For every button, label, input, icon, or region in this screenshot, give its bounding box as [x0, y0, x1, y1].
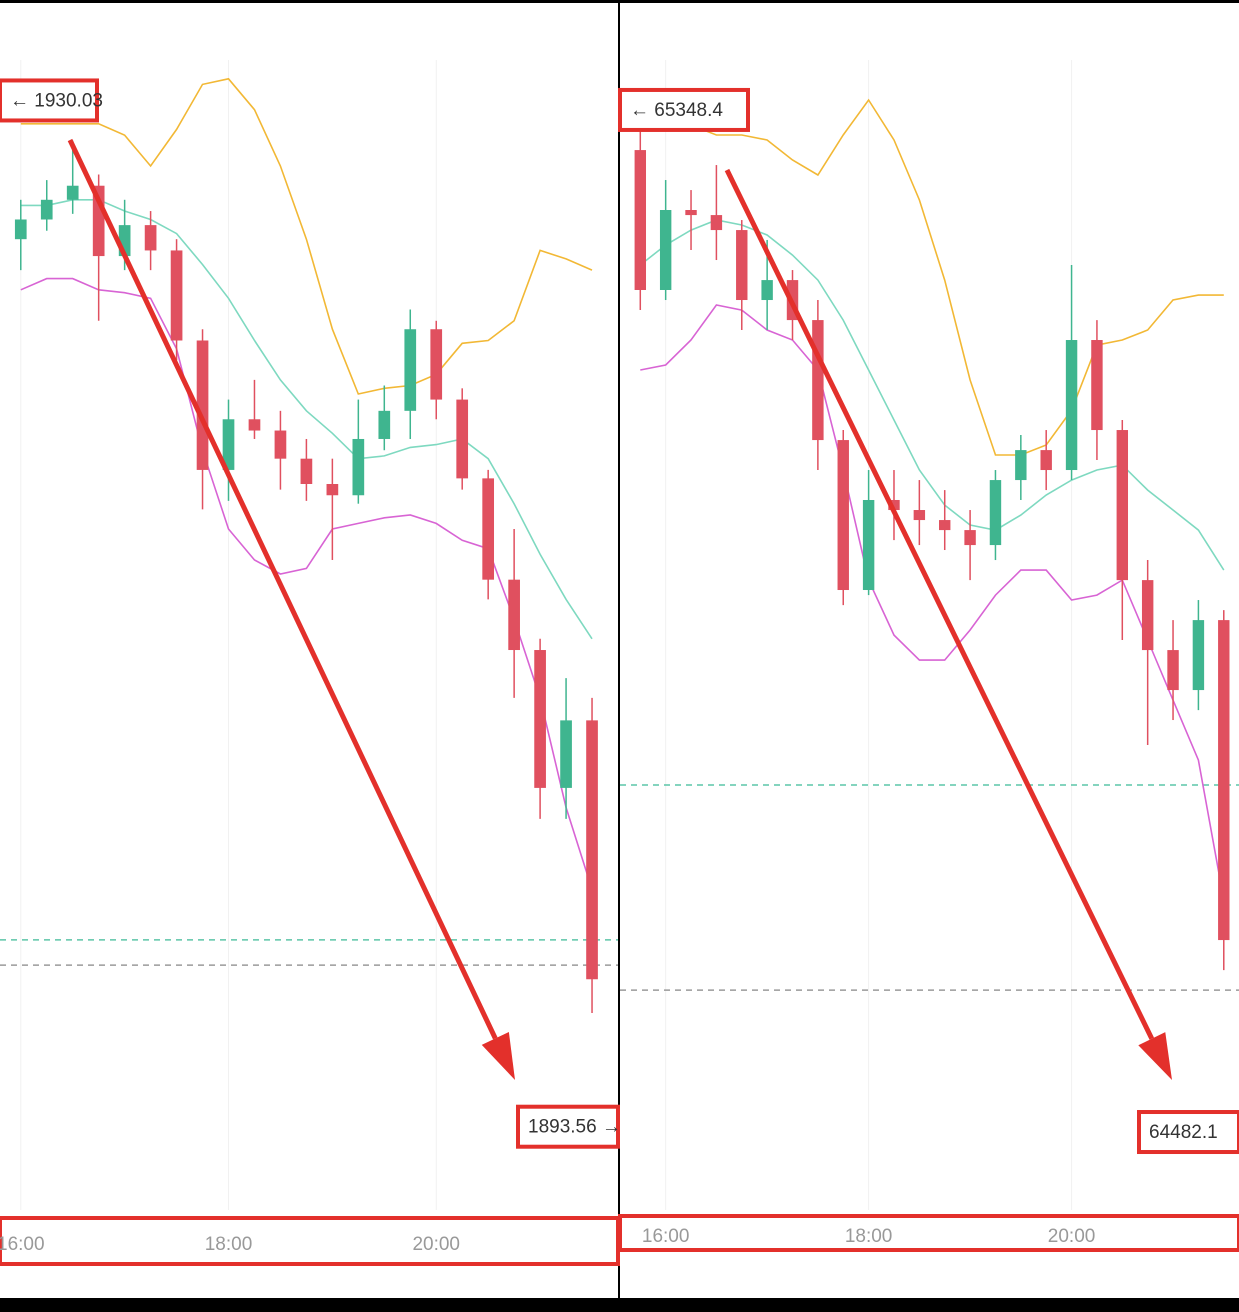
trend-arrow-head — [481, 1032, 515, 1080]
time-axis-highlight — [618, 1214, 1239, 1252]
candle-body — [352, 438, 365, 496]
candle-body — [1167, 650, 1179, 691]
band-line — [20, 277, 593, 890]
trend-arrow-shaft — [724, 168, 1155, 1040]
candle-body — [1116, 430, 1129, 581]
candle-body — [964, 530, 976, 546]
trend-arrow-head — [1138, 1032, 1172, 1080]
candle-body — [634, 150, 647, 290]
x-tick-label: 20:00 — [1048, 1226, 1096, 1247]
candle-body — [888, 499, 900, 511]
right-panel — [620, 3, 1239, 1298]
x-tick-label: 18:00 — [205, 1234, 253, 1255]
candle-body — [736, 230, 748, 301]
candle-body — [170, 250, 183, 341]
price-label: 64482.1 — [1149, 1122, 1218, 1143]
candle-body — [1015, 450, 1027, 481]
candle-body — [913, 510, 926, 521]
x-tick-label: 16:00 — [642, 1226, 690, 1247]
chart-panel: ← 1930.03 1893.56 → 16:00 18:00 20:00 — [0, 60, 621, 1266]
candle-body — [508, 579, 520, 651]
candle-body — [685, 210, 697, 216]
band-line — [20, 199, 593, 640]
candle-body — [1218, 620, 1230, 941]
candle-body — [812, 320, 824, 441]
x-tick-label: 18:00 — [845, 1226, 893, 1247]
plot-area — [0, 60, 618, 1210]
candle-body — [1065, 340, 1078, 471]
candle-body — [14, 219, 27, 240]
price-label-bg — [1137, 1110, 1239, 1155]
candle-body — [404, 329, 417, 411]
x-tick-label: 16:00 — [0, 1234, 45, 1255]
band-line — [640, 98, 1224, 456]
candle-body — [92, 185, 105, 257]
candle-body — [534, 650, 546, 788]
candle-body — [939, 520, 951, 531]
candle-body — [66, 185, 79, 200]
band-line — [640, 304, 1225, 901]
candle-body — [837, 440, 849, 591]
candle-body — [659, 210, 672, 290]
price-label-bg — [618, 87, 750, 132]
price-label-bg — [0, 78, 99, 123]
candle-body — [710, 215, 723, 231]
candle-body — [560, 720, 572, 788]
candle-body — [40, 199, 53, 220]
candle-body — [430, 329, 443, 400]
candle-body — [482, 478, 495, 580]
candle-body — [586, 720, 598, 980]
plot-area — [620, 60, 1239, 1210]
candle-body — [118, 225, 131, 257]
candle-body — [144, 225, 157, 251]
candle-body — [1040, 450, 1052, 471]
x-tick-label: 20:00 — [412, 1234, 460, 1255]
candle-body — [378, 410, 391, 439]
candle-body — [862, 499, 875, 591]
candle-body — [248, 419, 261, 431]
candle-body — [222, 419, 235, 470]
candle-body — [196, 340, 209, 470]
candle-body — [1192, 620, 1205, 691]
candle-body — [761, 280, 773, 301]
candle-body — [300, 458, 313, 484]
band-line — [20, 77, 593, 395]
candle-body — [1141, 580, 1154, 651]
candle-body — [456, 399, 469, 479]
price-label: 1893.56 → — [528, 1117, 621, 1138]
price-label: ← 1930.03 — [10, 90, 103, 111]
candle-body — [989, 480, 1002, 546]
candle-body — [1091, 340, 1103, 431]
trend-arrow-shaft — [67, 138, 498, 1040]
chart-panel: ← 65348.4 64482.1 16:00 18:00 20:00 — [618, 60, 1239, 1252]
price-label: ← 65348.4 — [630, 100, 723, 121]
candle-body — [274, 430, 287, 459]
candle-body — [326, 484, 339, 496]
price-label-bg — [516, 1104, 620, 1149]
